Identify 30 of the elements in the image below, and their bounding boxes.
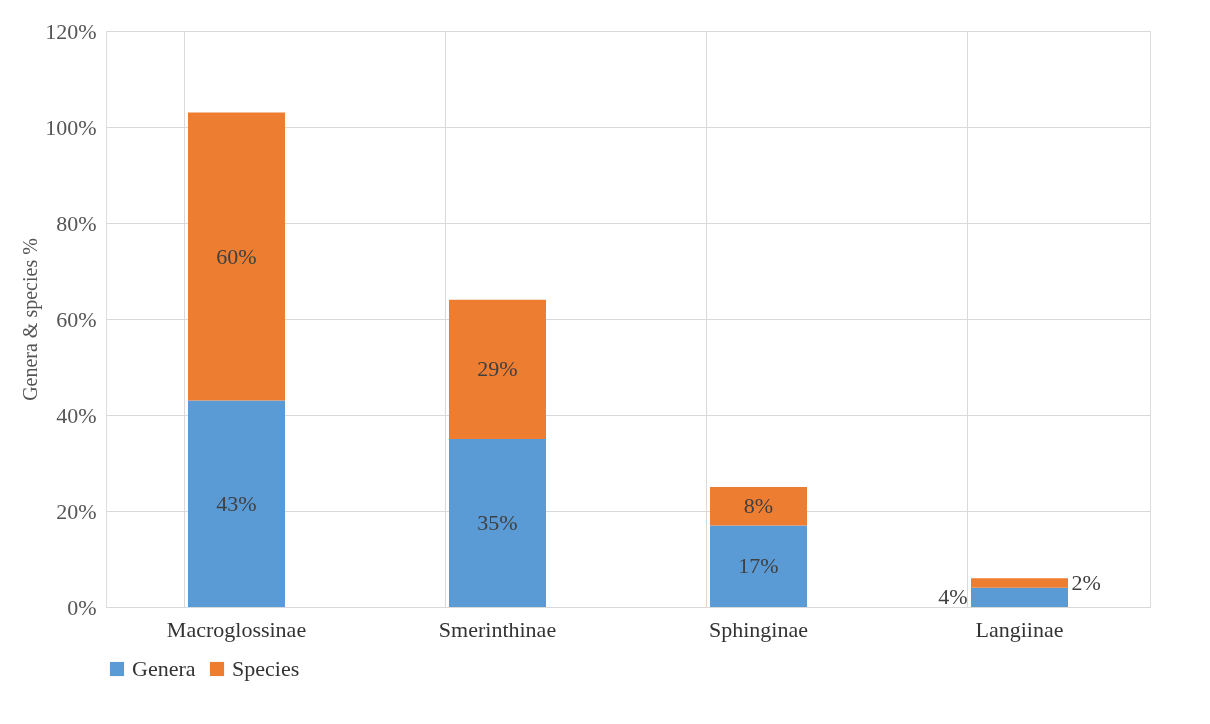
bar xyxy=(449,299,546,439)
data-label: 60% xyxy=(216,243,257,269)
x-tick-label: Sphinginae xyxy=(709,616,808,642)
bar xyxy=(188,112,285,401)
x-tick-label: Macroglossinae xyxy=(166,616,307,642)
y-tick-label: 100% xyxy=(45,114,97,140)
y-tick-label: 120% xyxy=(45,18,97,44)
bar xyxy=(188,400,285,607)
bar xyxy=(971,578,1068,588)
y-tick-label: 40% xyxy=(56,402,97,428)
data-label: 29% xyxy=(477,356,518,382)
y-tick-label: 20% xyxy=(56,498,97,524)
legend-label: Genera xyxy=(132,656,196,681)
y-tick-label: 80% xyxy=(56,210,97,236)
data-label: 2% xyxy=(1071,570,1101,595)
bar xyxy=(449,439,546,607)
legend-label: Species xyxy=(232,656,300,681)
y-axis-title: Genera & species % xyxy=(19,238,43,401)
y-tick-label: 0% xyxy=(67,594,97,620)
x-tick-label: Langiinae xyxy=(975,616,1064,642)
bar xyxy=(710,487,807,526)
data-label: 4% xyxy=(938,584,968,610)
data-label: 43% xyxy=(216,490,257,516)
x-tick-label: Smerinthinae xyxy=(438,616,557,642)
bar xyxy=(971,587,1068,607)
data-label: 17% xyxy=(738,553,779,579)
y-tick-label: 60% xyxy=(56,306,97,332)
data-label: 35% xyxy=(477,510,518,535)
bar xyxy=(710,525,807,607)
data-label: 8% xyxy=(743,493,774,519)
